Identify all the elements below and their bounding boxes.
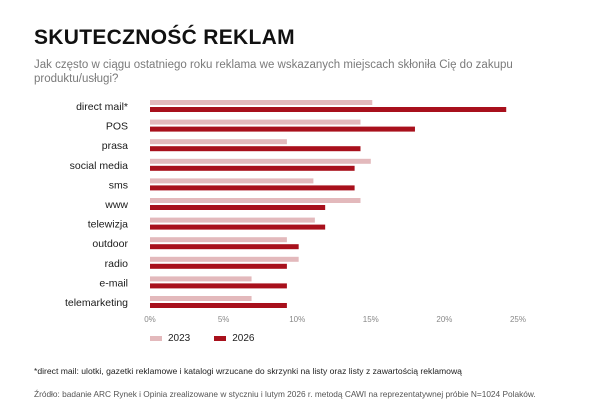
bar-2026-4 <box>150 165 355 171</box>
x-tick-label: 10% <box>289 315 305 324</box>
bar-2023-10 <box>150 276 252 282</box>
category-label: POS <box>106 121 128 133</box>
category-label: outdoor <box>92 238 128 250</box>
x-tick-label: 5% <box>218 315 230 324</box>
bar-2026-8 <box>150 244 299 250</box>
bar-2023-11 <box>150 296 252 301</box>
x-tick-label: 25% <box>510 315 526 324</box>
bar-2026-6 <box>150 205 326 210</box>
bar-2026-9 <box>150 263 287 269</box>
source-note: Źródło: badanie ARC Rynek i Opinia zreal… <box>34 389 536 399</box>
bar-chart: direct mail* POS prasa social media sms www te… <box>65 100 526 324</box>
category-label: sms <box>109 179 128 191</box>
category-label: telemarketing <box>65 297 128 309</box>
category-label: direct mail* <box>76 101 128 113</box>
bar-2026-11 <box>150 303 287 308</box>
bar-2023-1 <box>150 100 373 105</box>
bar-2026-7 <box>150 224 326 230</box>
chart-legend: 2023 2026 <box>150 333 255 344</box>
legend-item-2023: 2023 <box>150 333 190 344</box>
bar-2026-10 <box>150 283 287 289</box>
chart-title: SKUTECZNOŚĆ REKLAM <box>34 26 295 49</box>
category-label: telewizja <box>88 219 128 231</box>
footnote: *direct mail: ulotki, gazetki reklamowe … <box>34 366 462 376</box>
category-label: radio <box>105 258 129 270</box>
bar-2023-6 <box>150 198 361 203</box>
bar-2026-1 <box>150 107 507 112</box>
bar-2023-7 <box>150 217 315 223</box>
bar-2023-3 <box>150 139 287 145</box>
chart-subtitle: Jak często w ciągu ostatniego roku rekla… <box>34 59 513 85</box>
legend-swatch-2026 <box>214 336 227 341</box>
legend-label-2023: 2023 <box>168 333 191 344</box>
category-label: www <box>104 199 128 211</box>
bar-2026-3 <box>150 146 361 152</box>
bar-2026-2 <box>150 126 415 132</box>
legend-label-2026: 2026 <box>232 333 255 344</box>
category-label: social media <box>70 160 129 172</box>
x-tick-label: 0% <box>144 315 156 324</box>
bar-2026-5 <box>150 185 355 191</box>
bar-2023-9 <box>150 256 299 262</box>
x-tick-label: 15% <box>363 315 379 324</box>
bar-2023-8 <box>150 237 287 243</box>
x-tick-label: 20% <box>436 315 452 324</box>
category-label: prasa <box>102 140 128 152</box>
bar-2023-2 <box>150 119 361 125</box>
bar-2023-5 <box>150 178 314 184</box>
legend-swatch-2023 <box>150 336 162 341</box>
bar-2023-4 <box>150 158 371 164</box>
category-label: e-mail <box>99 277 128 289</box>
legend-item-2026: 2026 <box>214 333 255 344</box>
